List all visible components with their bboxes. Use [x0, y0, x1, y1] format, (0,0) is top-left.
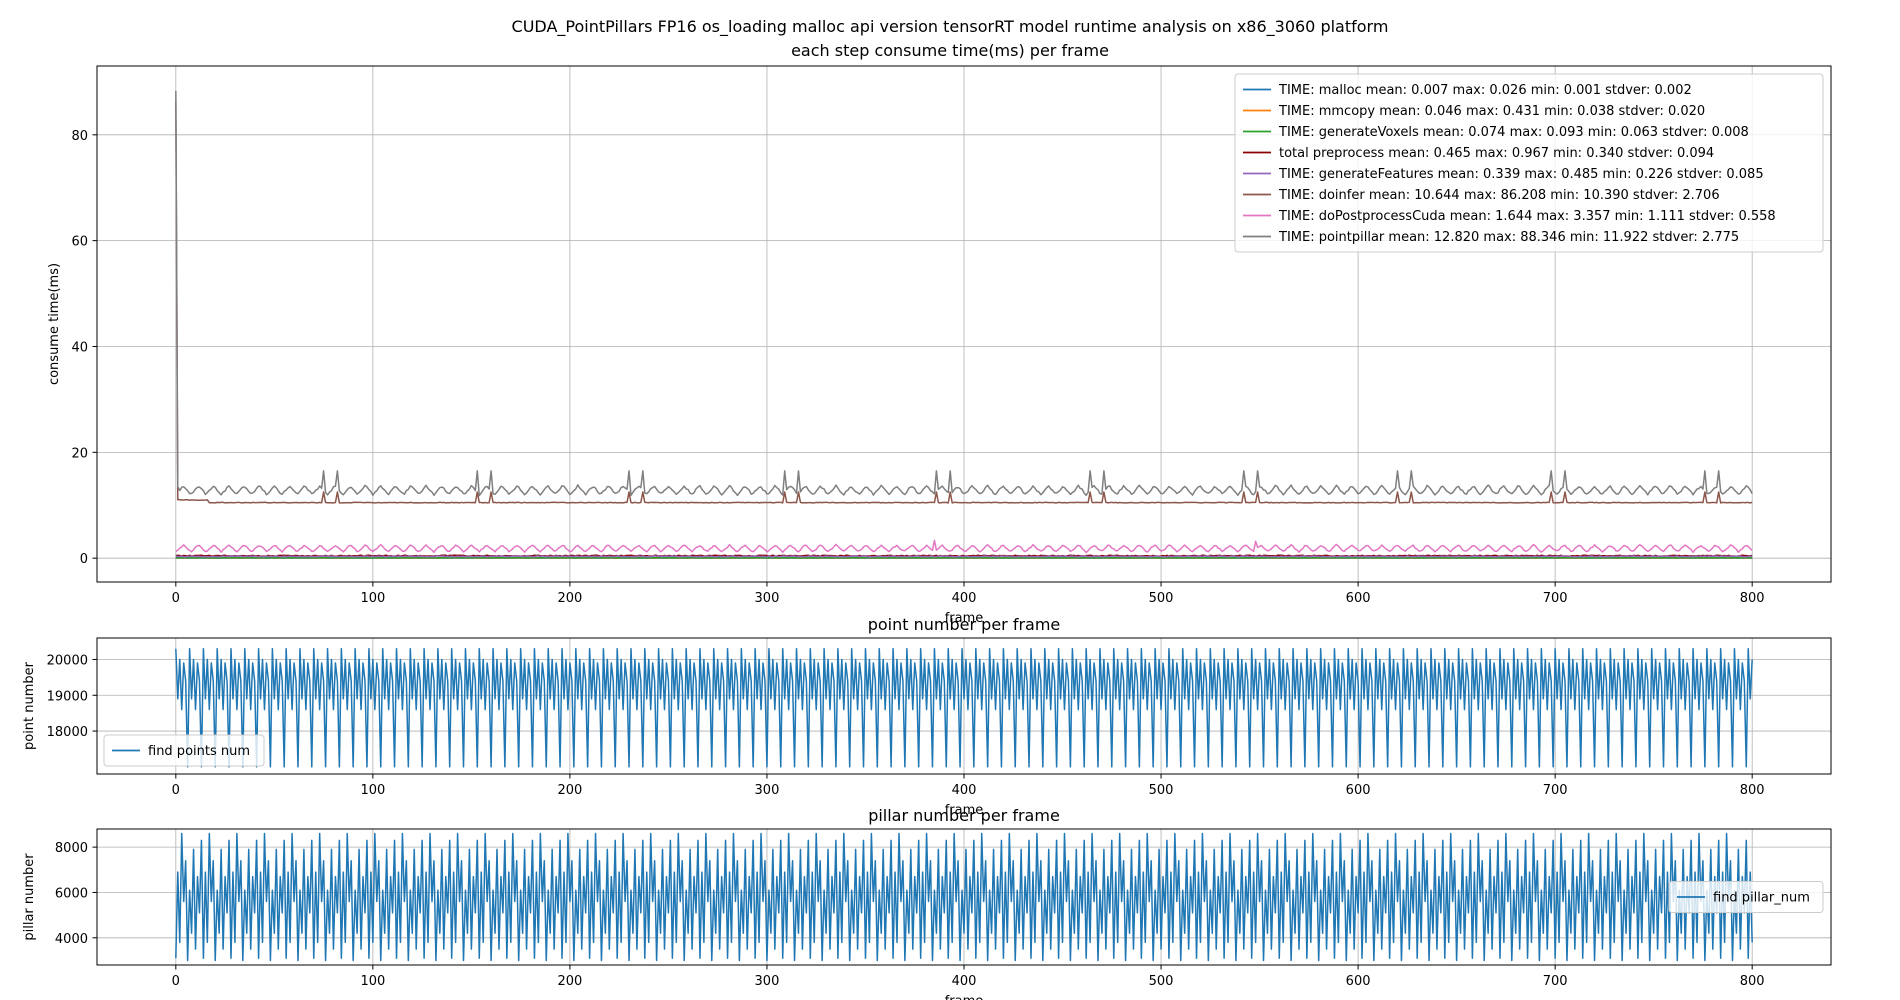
y-tick-label: 19000 [47, 689, 88, 704]
legend-entry-2: TIME: mmcopy mean: 0.046 max: 0.431 min:… [1278, 104, 1705, 119]
x-tick-label: 100 [360, 591, 385, 606]
x-tick-label: 700 [1543, 591, 1568, 606]
x-tick-label: 300 [755, 591, 780, 606]
y-tick-label: 20 [71, 446, 88, 461]
legend-box [103, 734, 265, 767]
series-line-5 [175, 555, 1753, 558]
charts-layer: 0 100 200 300 400 500 600 700 800020406080framec… [22, 65, 1832, 1000]
legend-entry-8: TIME: pointpillar mean: 12.820 max: 88.3… [1278, 230, 1739, 245]
legend: TIME: malloc mean: 0.007 max: 0.026 min:… [1234, 73, 1824, 253]
x-tick-label: 200 [557, 783, 582, 798]
chart-1: 0 100 200 300 400 500 600 700 800 0 20 40 60 80 frame c… [47, 65, 1832, 626]
y-axis-label: consume time(ms) [47, 263, 62, 385]
y-tick-label: 80 [71, 129, 88, 144]
y-axis-label: point number [22, 661, 37, 750]
x-tick-label: 0 [172, 591, 180, 606]
x-tick-label: 500 [1149, 783, 1174, 798]
x-tick-label: 300 [755, 974, 780, 989]
x-tick-label: 600 [1346, 974, 1371, 989]
legend-entry-3: TIME: generateVoxels mean: 0.074 max: 0.… [1278, 125, 1749, 140]
x-tick-label: 100 [360, 974, 385, 989]
x-tick-label: 200 [557, 591, 582, 606]
y-tick-label: 8000 [55, 841, 88, 856]
y-tick-label: 0 [80, 552, 88, 567]
suptitle-line-1: CUDA_PointPillars FP16 os_loading malloc… [512, 17, 1389, 37]
legend: find points num [103, 734, 265, 767]
x-tick-label: 800 [1740, 783, 1765, 798]
y-axis-label: pillar number [22, 853, 37, 941]
x-tick-label: 700 [1543, 974, 1568, 989]
legend-box [1234, 73, 1824, 253]
y-tick-label: 4000 [55, 932, 88, 947]
chart-3: 0 100 200 300 400 500 600 700 800 4000 6000 8000 fra… [22, 806, 1832, 1000]
series-line-1 [175, 647, 1753, 768]
x-tick-label: 500 [1149, 974, 1174, 989]
legend-entry-1: find points num [148, 744, 250, 759]
x-tick-label: 0 [172, 783, 180, 798]
y-tick-label: 60 [71, 235, 88, 250]
legend-entry-1: find pillar_num [1713, 891, 1810, 906]
x-tick-label: 200 [557, 974, 582, 989]
legend-entry-4: total preprocess mean: 0.465 max: 0.967 … [1279, 146, 1714, 161]
chart-2: 0 100 200 300 400 500 600 700 800 18000 19000 20000… [22, 615, 1832, 818]
x-tick-label: 0 [172, 974, 180, 989]
x-tick-label: 600 [1346, 783, 1371, 798]
x-axis-label: frame [945, 611, 984, 626]
x-tick-label: 800 [1740, 974, 1765, 989]
legend-entry-7: TIME: doPostprocessCuda mean: 1.644 max:… [1278, 209, 1776, 224]
x-axis-label: frame [945, 994, 984, 1000]
x-tick-label: 400 [952, 974, 977, 989]
x-tick-label: 600 [1346, 591, 1371, 606]
suptitle-line-2: each step consume time(ms) per frame [791, 41, 1109, 60]
y-tick-label: 6000 [55, 886, 88, 901]
x-tick-label: 300 [755, 783, 780, 798]
x-axis-label: frame [945, 803, 984, 818]
x-tick-label: 700 [1543, 783, 1568, 798]
subplot-title: point number per frame [868, 615, 1061, 634]
y-tick-label: 18000 [47, 725, 88, 740]
y-tick-label: 40 [71, 340, 88, 355]
legend-entry-1: TIME: malloc mean: 0.007 max: 0.026 min:… [1278, 83, 1692, 98]
legend-entry-6: TIME: doinfer mean: 10.644 max: 86.208 m… [1278, 188, 1720, 203]
series-line-6 [175, 101, 1753, 504]
series-line-7 [175, 539, 1753, 554]
y-tick-label: 20000 [47, 653, 88, 668]
legend: find pillar_num [1668, 881, 1824, 913]
series-line-8 [175, 90, 1753, 497]
legend-entry-5: TIME: generateFeatures mean: 0.339 max: … [1278, 167, 1764, 182]
x-tick-label: 100 [360, 783, 385, 798]
x-tick-label: 400 [952, 591, 977, 606]
x-tick-label: 400 [952, 783, 977, 798]
legend-box [1668, 881, 1824, 913]
x-tick-label: 500 [1149, 591, 1174, 606]
series-line-1 [175, 832, 1753, 962]
subplot-title: pillar number per frame [868, 806, 1060, 825]
x-tick-label: 800 [1740, 591, 1765, 606]
